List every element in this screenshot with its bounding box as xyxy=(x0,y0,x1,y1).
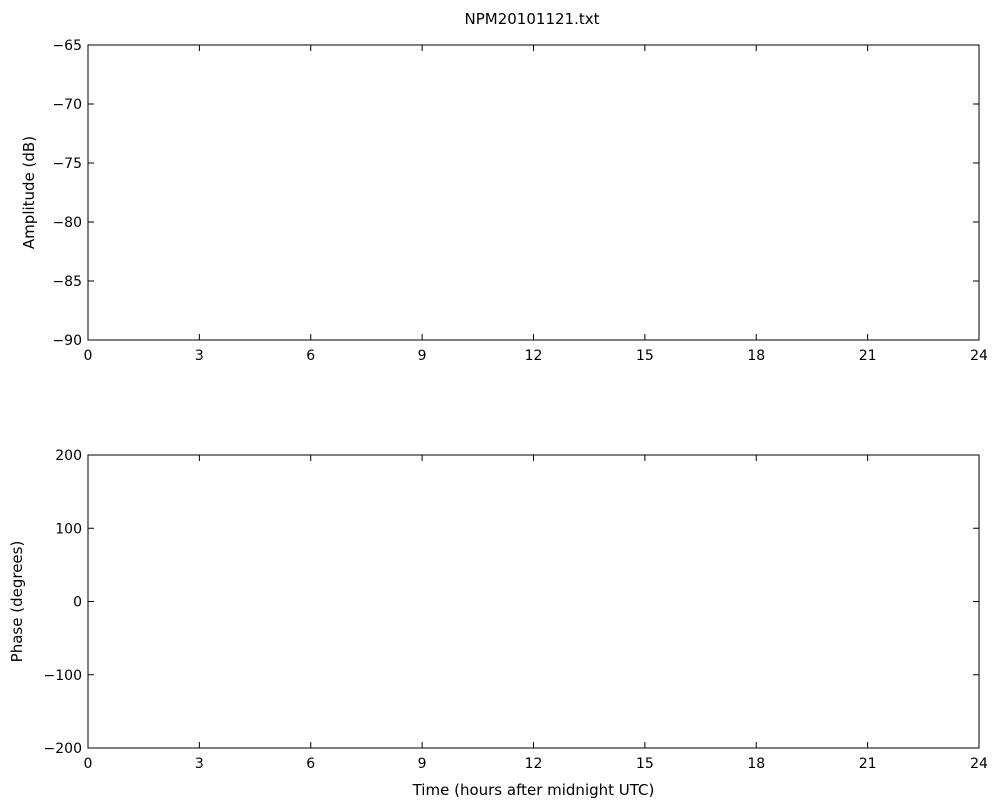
phase-y-tick-label: −100 xyxy=(44,668,82,684)
phase-axes-frame xyxy=(87,454,980,749)
amplitude-axes-frame xyxy=(87,44,980,341)
phase-x-tick-label: 18 xyxy=(747,756,765,772)
amplitude-y-axis-label: Amplitude (dB) xyxy=(20,136,38,249)
amplitude-y-tick-label: −80 xyxy=(52,215,82,231)
amplitude-x-tick-label: 9 xyxy=(418,348,427,364)
phase-x-tick-label: 24 xyxy=(970,756,988,772)
phase-y-tick-label: 0 xyxy=(73,595,82,611)
phase-y-tick-label: −200 xyxy=(44,741,82,757)
phase-x-tick-label: 9 xyxy=(418,756,427,772)
phase-x-tick-label: 3 xyxy=(195,756,204,772)
phase-panel: 0 3 6 9 12 15 18 21 24 −200 −100 0 100 200 Phase (degr… xyxy=(8,448,988,799)
amplitude-x-tick-label: 0 xyxy=(84,348,93,364)
amplitude-y-tick-label: −70 xyxy=(52,97,82,113)
phase-x-tick-label: 6 xyxy=(306,756,315,772)
amplitude-y-tick-label: −90 xyxy=(52,333,82,349)
phase-x-tick-label: 0 xyxy=(84,756,93,772)
phase-y-tick-label: 200 xyxy=(55,448,82,464)
phase-y-axis-label: Phase (degrees) xyxy=(8,541,26,663)
amplitude-x-tick-label: 6 xyxy=(306,348,315,364)
amplitude-x-tick-label: 15 xyxy=(636,348,654,364)
amplitude-y-tick-label: −75 xyxy=(52,156,82,172)
amplitude-x-tick-label: 12 xyxy=(525,348,543,364)
chart-title: NPM20101121.txt xyxy=(465,10,600,28)
amplitude-x-tick-label: 24 xyxy=(970,348,988,364)
phase-x-tick-label: 21 xyxy=(859,756,877,772)
amplitude-y-tick-label: −85 xyxy=(52,274,82,290)
amplitude-x-tick-label: 21 xyxy=(859,348,877,364)
amplitude-panel: 0 3 6 9 12 15 18 21 24 −90 −85 −80 −75 −70 −65 Amplitud… xyxy=(20,38,988,364)
phase-x-axis-label: Time (hours after midnight UTC) xyxy=(412,781,655,799)
amplitude-x-tick-label: 18 xyxy=(747,348,765,364)
phase-x-tick-label: 15 xyxy=(636,756,654,772)
amplitude-x-tick-label: 3 xyxy=(195,348,204,364)
phase-x-tick-label: 12 xyxy=(525,756,543,772)
amplitude-y-tick-label: −65 xyxy=(52,38,82,54)
phase-y-tick-label: 100 xyxy=(55,521,82,537)
